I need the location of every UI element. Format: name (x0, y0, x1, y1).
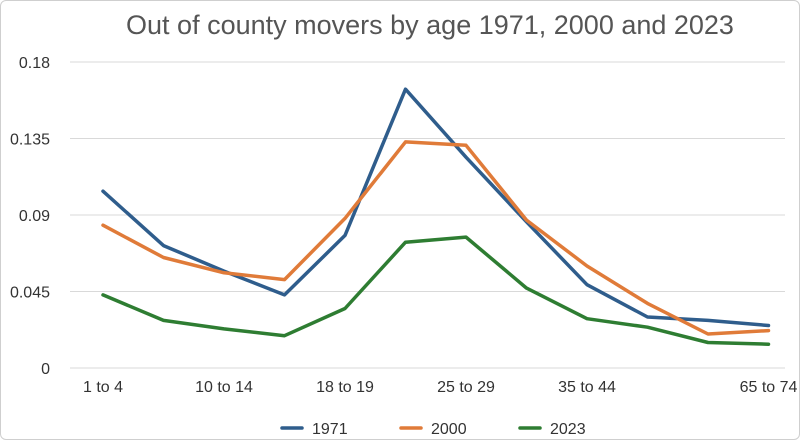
series-line-2000 (101, 140, 771, 336)
legend-label: 2000 (431, 421, 467, 438)
x-tick-label: 65 to 74 (740, 379, 798, 396)
y-tick-label: 0 (41, 361, 50, 378)
y-tick-label: 0.18 (19, 55, 50, 72)
gridlines (70, 61, 785, 369)
series-line-1971 (101, 87, 771, 328)
chart-title: Out of county movers by age 1971, 2000 a… (126, 10, 734, 40)
x-tick-label: 18 to 19 (316, 379, 374, 396)
x-tick-label: 10 to 14 (195, 379, 253, 396)
y-tick-label: 0.135 (10, 132, 50, 149)
legend-label: 2023 (550, 421, 586, 438)
legend-label: 1971 (312, 421, 348, 438)
y-tick-label: 0.09 (19, 208, 50, 225)
y-tick-label: 0.045 (10, 285, 50, 302)
x-tick-label: 1 to 4 (83, 379, 123, 396)
x-axis: 1 to 4 10 to 14 18 to 19 25 to 29 35 to 44 65… (83, 379, 798, 396)
x-tick-label: 25 to 29 (437, 379, 495, 396)
series-layer (101, 87, 771, 346)
x-tick-label: 35 to 44 (558, 379, 616, 396)
y-axis: 0 0.045 0.09 0.135 0.18 (10, 55, 50, 378)
legend: 1971 2000 2023 (280, 421, 586, 438)
series-line-2023 (101, 235, 771, 346)
